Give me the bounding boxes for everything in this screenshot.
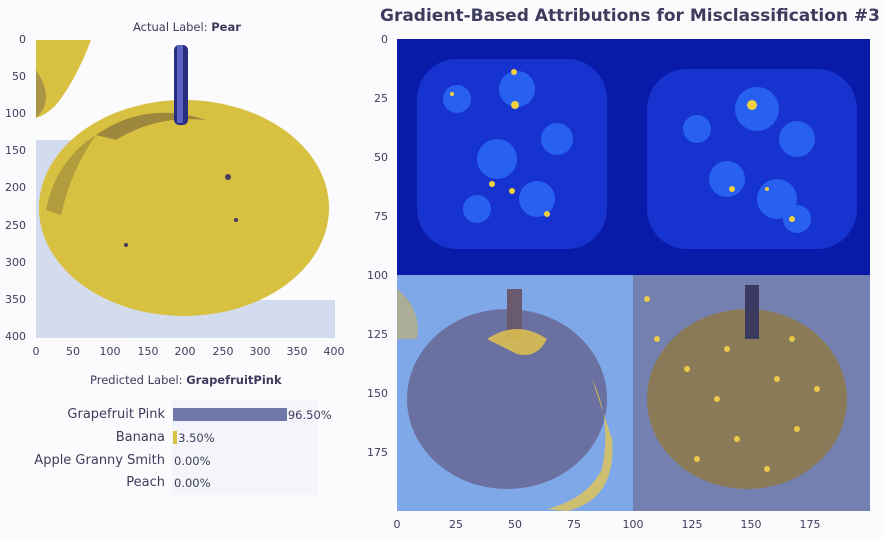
right-ytick-25: 25 (374, 92, 388, 105)
right-ytick-75: 75 (374, 210, 388, 223)
bar-value-apple-granny-smith: 0.00% (174, 454, 211, 468)
bar-banana (173, 431, 178, 444)
left-ytick-50: 50 (12, 70, 26, 83)
right-ytick-125: 125 (367, 328, 388, 341)
left-ytick-350: 350 (5, 293, 26, 306)
left-xtick-350: 350 (286, 345, 308, 358)
left-ytick-100: 100 (5, 107, 26, 120)
right-ytick-175: 175 (367, 446, 388, 459)
left-xtick-300: 300 (249, 345, 271, 358)
right-ytick-50: 50 (374, 151, 388, 164)
right-xtick-50: 50 (508, 518, 522, 531)
left-ytick-0: 0 (19, 33, 26, 46)
bar-grapefruit-pink (173, 408, 287, 421)
page-title: Gradient-Based Attributions for Misclass… (380, 6, 881, 26)
left-ytick-250: 250 (5, 219, 26, 232)
predicted-label-prefix: Predicted Label: (90, 373, 183, 387)
bar-label-banana: Banana (115, 430, 165, 445)
bar-label-peach: Peach (126, 475, 165, 490)
right-xtick-150: 150 (740, 518, 762, 531)
left-ytick-400: 400 (5, 330, 26, 343)
right-xtick-100: 100 (622, 518, 644, 531)
bar-value-peach: 0.00% (174, 476, 211, 490)
right-xtick-175: 175 (799, 518, 821, 531)
left-xtick-200: 200 (174, 345, 196, 358)
left-ytick-200: 200 (5, 181, 26, 194)
left-ytick-300: 300 (5, 256, 26, 269)
actual-label-prefix: Actual Label: (133, 20, 208, 34)
right-xtick-75: 75 (567, 518, 581, 531)
left-xtick-250: 250 (212, 345, 234, 358)
predicted-label-value: GrapefruitPink (186, 373, 282, 387)
left-xtick-0: 0 (32, 345, 40, 358)
left-ytick-150: 150 (5, 144, 26, 157)
right-xtick-125: 125 (681, 518, 703, 531)
actual-label-value: Pear (211, 20, 241, 34)
bar-value-grapefruit-pink: 96.50% (287, 408, 332, 422)
left-xtick-400: 400 (323, 345, 345, 358)
heatmap-top-right (633, 39, 870, 275)
left-xtick-100: 100 (99, 345, 121, 358)
bar-label-grapefruit-pink: Grapefruit Pink (67, 407, 165, 422)
right-xtick-25: 25 (449, 518, 463, 531)
predicted-label-caption: Predicted Label: GrapefruitPink (90, 373, 282, 387)
bar-value-banana: 3.50% (178, 431, 215, 445)
right-ytick-0: 0 (381, 33, 388, 46)
left-xtick-50: 50 (66, 345, 80, 358)
bar-label-apple-granny-smith: Apple Granny Smith (34, 453, 165, 468)
right-ytick-150: 150 (367, 387, 388, 400)
actual-image (36, 40, 335, 338)
right-xtick-0: 0 (393, 518, 401, 531)
attribution-grid (397, 39, 870, 511)
overlay-bottom-right (633, 275, 870, 511)
actual-label-caption: Actual Label: Pear (133, 20, 241, 34)
heatmap-top-left (397, 39, 633, 275)
overlay-bottom-left (397, 275, 633, 511)
left-xtick-150: 150 (137, 345, 159, 358)
right-ytick-100: 100 (367, 269, 388, 282)
